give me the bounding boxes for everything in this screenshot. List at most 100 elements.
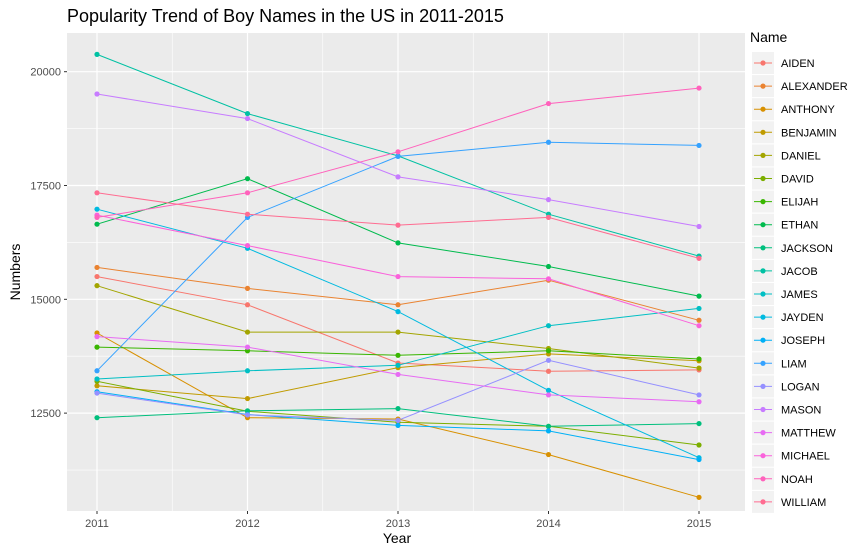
legend-item-james: JAMES — [752, 283, 818, 305]
y-tick-label: 20000 — [30, 67, 61, 79]
legend-label: MASON — [781, 405, 821, 417]
legend-item-jackson: JACKSON — [752, 236, 833, 259]
data-point-jacob — [94, 51, 100, 57]
data-point-elijah — [94, 344, 100, 350]
x-tick-label: 2013 — [386, 518, 410, 530]
legend-item-ethan: ETHAN — [752, 213, 818, 236]
data-point-jayden — [545, 387, 552, 393]
legend-label: ANTHONY — [781, 104, 835, 116]
legend-item-benjamin: BENJAMIN — [752, 121, 837, 144]
data-point-james — [545, 323, 552, 329]
data-point-logan — [545, 357, 552, 363]
data-point-william — [94, 190, 100, 196]
data-point-elijah — [696, 356, 702, 362]
y-axis-ticks: 12500 15000 17500 20000 — [30, 67, 67, 420]
data-point-benjamin — [244, 395, 251, 402]
data-point-alexander — [395, 302, 401, 308]
data-point-liam — [94, 368, 100, 374]
chart-title: Popularity Trend of Boy Names in the US … — [67, 6, 504, 26]
data-point-logan — [244, 412, 251, 418]
data-point-mason — [244, 115, 251, 122]
data-point-james — [244, 368, 251, 374]
data-point-alexander — [94, 264, 100, 271]
data-point-ethan — [395, 240, 401, 246]
legend-item-alexander: ALEXANDER — [752, 75, 848, 98]
data-point-matthew — [545, 392, 552, 398]
y-axis-title: Numbers — [7, 244, 23, 301]
legend-key-point — [760, 314, 766, 320]
data-point-jackson — [244, 408, 251, 414]
legend-key-point — [760, 476, 766, 482]
data-point-benjamin — [94, 383, 100, 389]
data-point-logan — [696, 392, 702, 398]
y-tick-label: 17500 — [30, 181, 61, 193]
legend-item-anthony: ANTHONY — [752, 98, 835, 121]
legend-key-point — [760, 129, 766, 135]
data-point-aiden — [244, 302, 251, 308]
data-point-mason — [545, 197, 552, 203]
legend-item-liam: LIAM — [752, 352, 807, 375]
legend-label: ETHAN — [781, 220, 818, 232]
data-point-william — [696, 255, 702, 261]
data-point-liam — [696, 142, 702, 149]
data-point-logan — [395, 417, 401, 424]
legend-label: JACOB — [781, 266, 818, 278]
data-point-ethan — [94, 221, 100, 227]
data-point-jackson — [94, 415, 100, 421]
legend-title: Name — [750, 29, 788, 45]
legend-label: JACKSON — [781, 243, 833, 255]
data-point-daniel — [244, 329, 251, 335]
legend-label: WILLIAM — [781, 497, 826, 509]
legend-key-point — [760, 453, 766, 459]
data-point-noah — [545, 100, 552, 107]
legend: AIDEN ALEXANDER ANTHONY BENJAMIN DANIEL DAVID… — [752, 52, 848, 513]
legend-item-mason: MASON — [752, 398, 821, 421]
data-point-matthew — [94, 334, 100, 340]
data-point-william — [545, 214, 552, 220]
data-point-jackson — [545, 423, 552, 429]
data-point-matthew — [395, 371, 401, 378]
legend-label: NOAH — [781, 474, 813, 486]
legend-label: JAYDEN — [781, 312, 824, 324]
data-point-elijah — [545, 348, 552, 354]
legend-item-michael: MICHAEL — [752, 444, 830, 467]
data-point-mason — [395, 174, 401, 180]
data-point-aiden — [94, 273, 100, 280]
data-point-jackson — [696, 420, 702, 427]
legend-label: DAVID — [781, 174, 814, 186]
data-point-james — [696, 305, 702, 312]
legend-item-logan: LOGAN — [752, 375, 820, 398]
y-tick-label: 15000 — [30, 294, 61, 306]
x-axis-ticks: 2011 2012 2013 2014 2015 — [85, 511, 711, 530]
legend-key-point — [760, 106, 766, 112]
plot-panel — [67, 33, 745, 511]
data-point-ethan — [696, 293, 702, 299]
legend-key-point — [760, 383, 766, 389]
legend-item-noah: NOAH — [752, 467, 813, 490]
data-point-anthony — [696, 494, 702, 500]
data-point-ethan — [244, 176, 251, 182]
data-point-noah — [696, 85, 702, 91]
data-point-daniel — [395, 329, 401, 335]
data-point-elijah — [395, 352, 401, 358]
legend-label: DANIEL — [781, 150, 821, 162]
data-point-jacob — [244, 110, 251, 117]
data-point-liam — [545, 139, 552, 145]
legend-key-point — [760, 337, 766, 343]
data-point-james — [395, 362, 401, 368]
legend-item-matthew: MATTHEW — [752, 421, 836, 444]
data-point-daniel — [94, 283, 100, 289]
data-point-mason — [94, 91, 100, 97]
legend-item-jayden: JAYDEN — [752, 306, 824, 329]
data-point-daniel — [696, 365, 702, 371]
legend-key-point — [760, 406, 766, 413]
data-point-noah — [395, 149, 401, 155]
legend-label: MICHAEL — [781, 451, 830, 463]
data-point-joseph — [696, 456, 702, 463]
grid-lines — [67, 33, 745, 511]
data-point-joseph — [395, 422, 401, 429]
legend-key-point — [760, 222, 766, 228]
data-point-anthony — [94, 330, 100, 336]
data-point-alexander — [696, 317, 702, 323]
legend-label: AIDEN — [781, 58, 815, 70]
